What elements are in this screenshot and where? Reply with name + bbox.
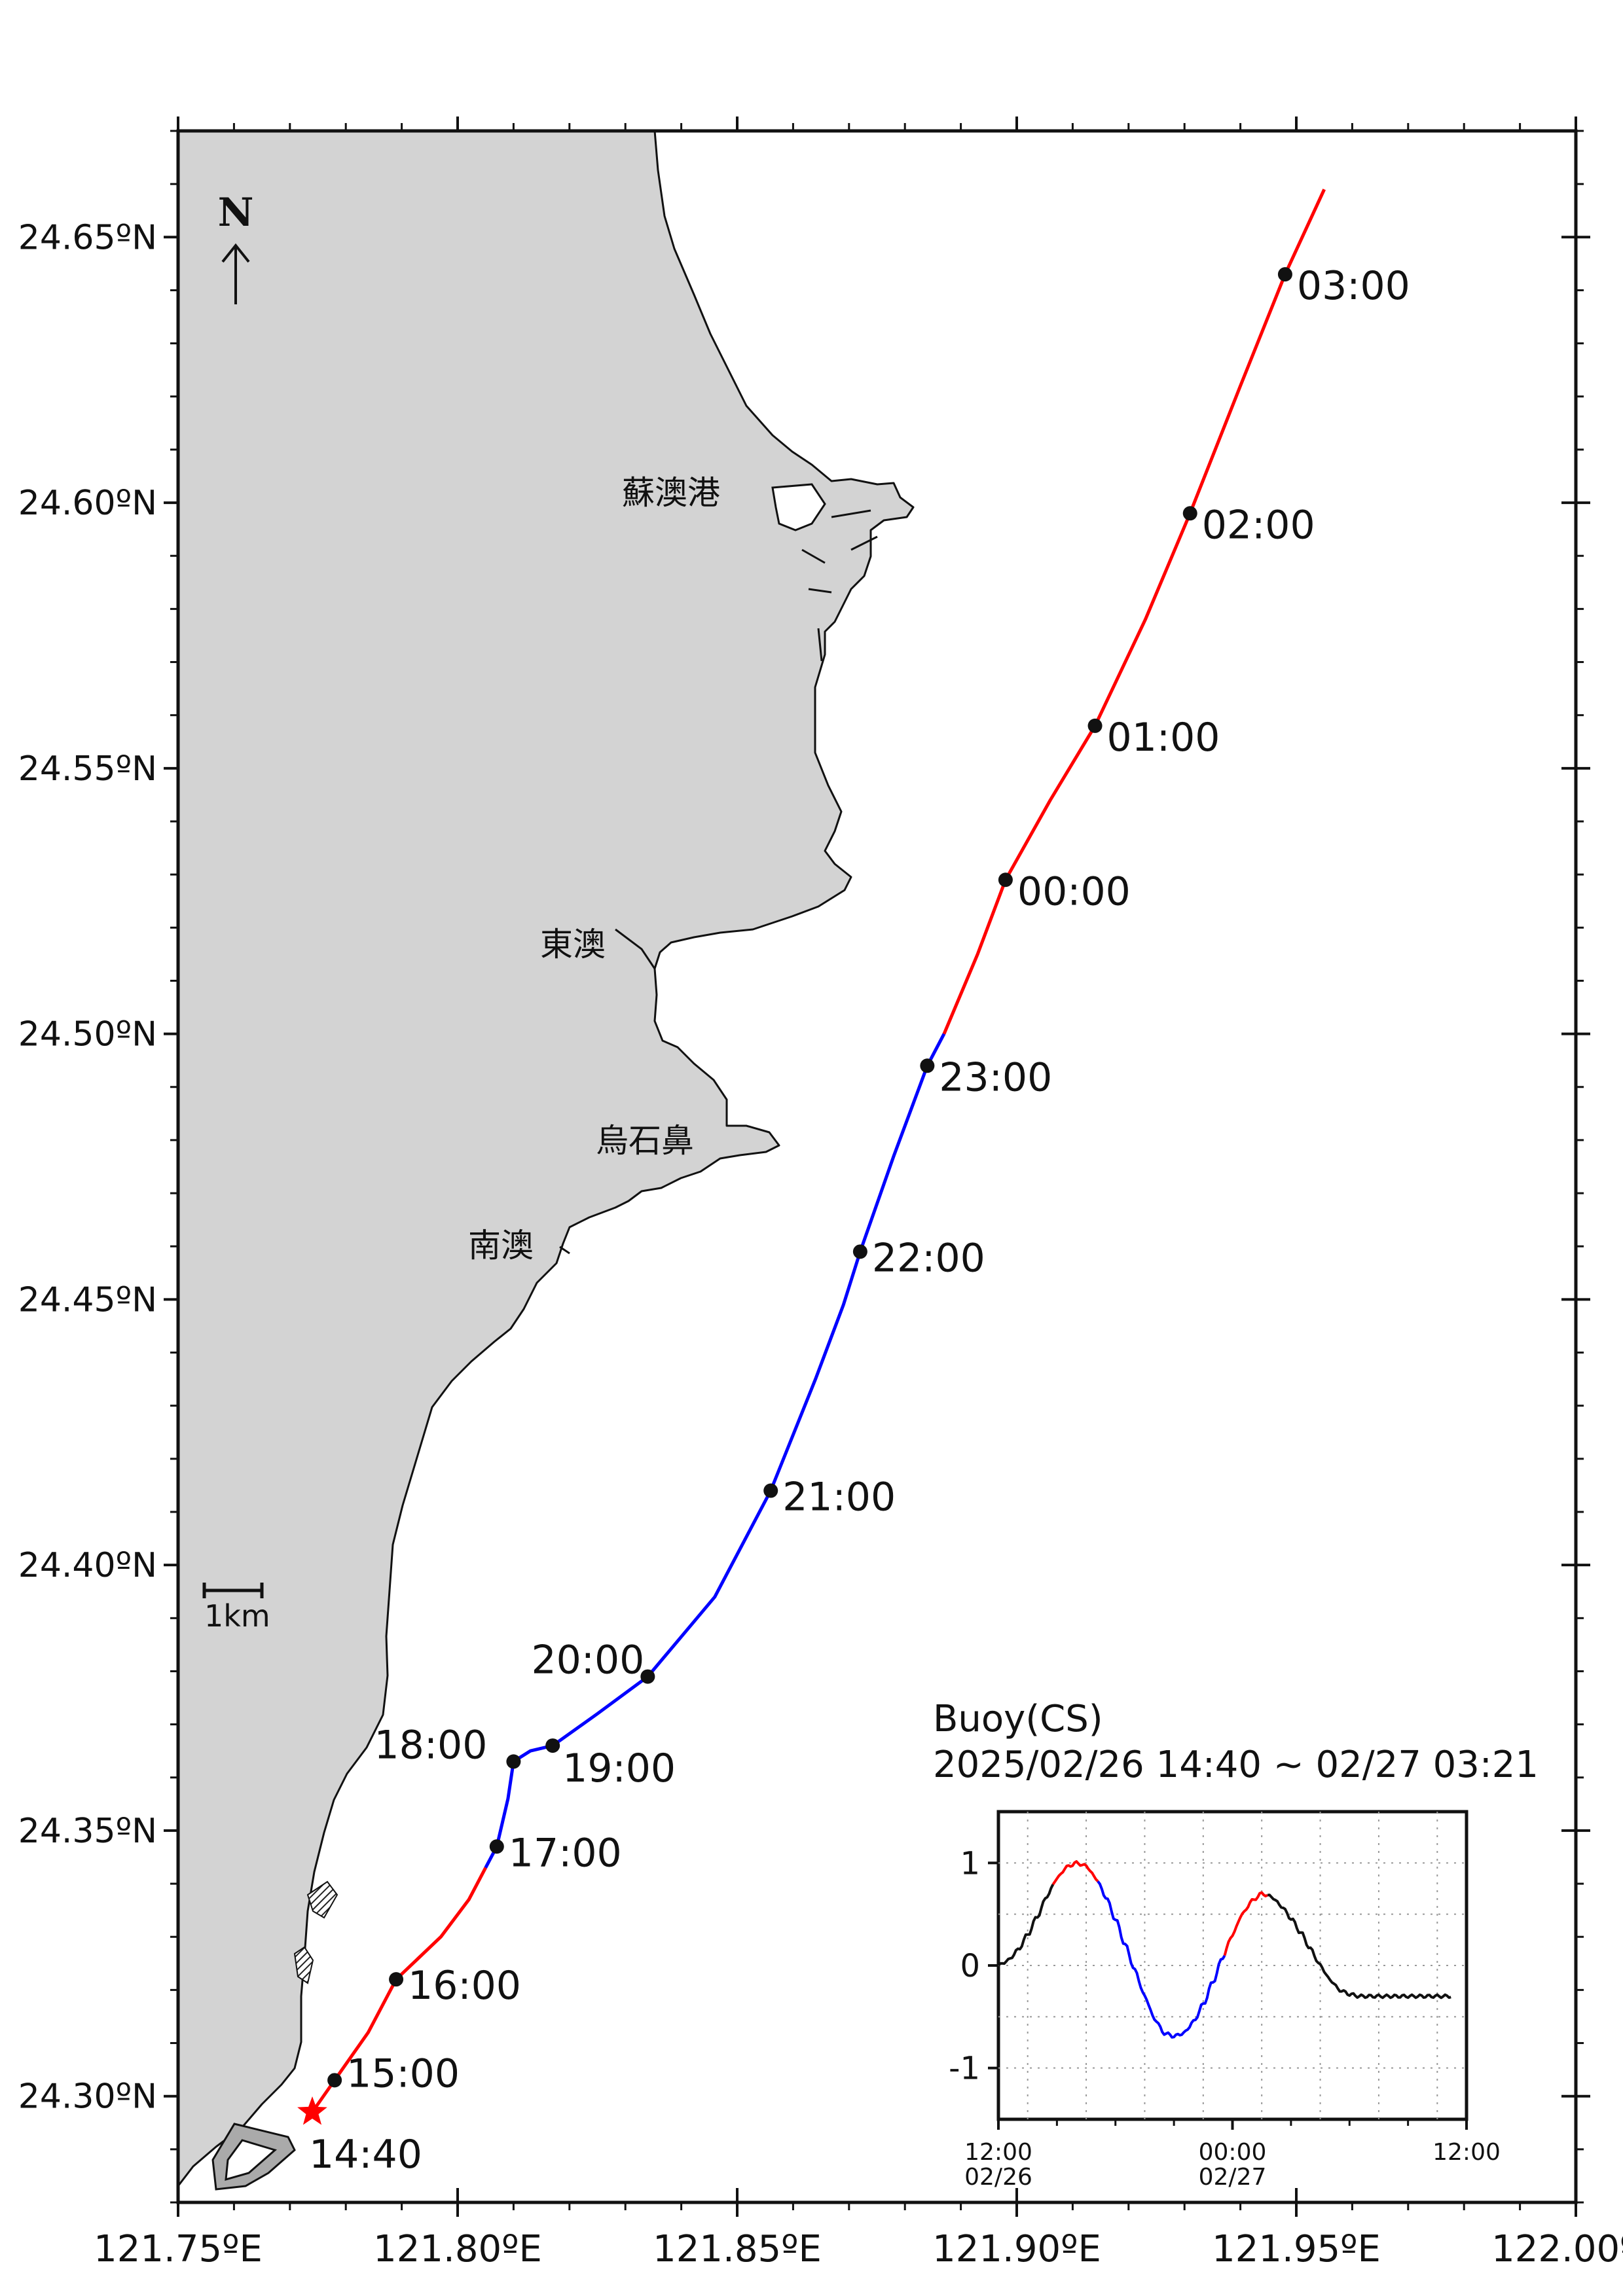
map-axes: 121.75ºE 121.80ºE 121.85ºE 121.90ºE 121.95ºE… [18, 117, 1623, 2270]
hour-marker [506, 1754, 521, 1769]
hour-marker-label: 16:00 [408, 1963, 521, 2009]
hour-marker [998, 872, 1013, 888]
port-structure-south-inner [225, 2139, 278, 2181]
inset-x-tick-date: 02/26 [964, 2164, 1032, 2191]
scale-bar-label: 1km [204, 1598, 270, 1634]
y-tick-label: 24.50ºN [18, 1015, 157, 1054]
inset-series-segment [997, 1884, 1055, 1967]
x-tick-label: 121.85ºE [653, 2228, 822, 2270]
start-star-icon [297, 2096, 327, 2125]
hour-marker [852, 1244, 867, 1259]
river-mouth-nanao [559, 1246, 570, 1255]
hour-marker [763, 1483, 778, 1498]
hour-marker-label: 15:00 [346, 2051, 460, 2096]
inset-x-tick-time: 12:00 [1432, 2139, 1501, 2166]
inset-y-tick-label: 1 [960, 1845, 980, 1882]
x-tick-label: 121.80ºE [373, 2228, 542, 2270]
place-label-wushibi: 烏石鼻 [596, 1122, 694, 1160]
harbour-breakwater [771, 483, 826, 531]
start-time-label: 14:40 [309, 2132, 422, 2178]
x-tick-label: 122.00ºE [1491, 2228, 1623, 2270]
hour-marker-label: 00:00 [1017, 869, 1131, 914]
trajectory-segment-red [942, 188, 1326, 1035]
place-label-dongao: 東澳 [540, 925, 606, 963]
place-label-suao-harbor: 蘇澳港 [622, 474, 720, 512]
inset-water-level-series [997, 1860, 1451, 2039]
y-tick-label: 24.65ºN [18, 218, 157, 257]
place-label-nanao: 南澳 [468, 1227, 534, 1265]
hour-marker [489, 1839, 504, 1854]
inset-title: Buoy(CS) [933, 1698, 1103, 1740]
north-arrow: N [218, 190, 254, 304]
hour-marker-label: 01:00 [1107, 715, 1220, 761]
hour-marker-label: 03:00 [1297, 263, 1410, 309]
hour-marker [545, 1738, 560, 1753]
inset-x-tick-time: 12:00 [964, 2139, 1032, 2166]
x-tick-label: 121.95ºE [1212, 2228, 1381, 2270]
hour-marker [1277, 267, 1292, 282]
river-mouth-dongao [615, 928, 656, 969]
hour-marker-label: 23:00 [939, 1054, 1052, 1100]
hour-marker [920, 1058, 935, 1073]
y-tick-label: 24.40ºN [18, 1546, 157, 1585]
scale-bar: 1km [202, 1583, 270, 1634]
buoy-inset-chart: Buoy(CS) 2025/02/26 14:40 ~ 02/27 03:21 … [933, 1698, 1539, 2191]
hour-marker-label: 19:00 [562, 1746, 676, 1791]
inset-series-segment [1097, 1880, 1226, 2039]
hour-marker [1087, 718, 1103, 733]
harbour-pier [801, 509, 878, 662]
inset-y-tick-label: -1 [949, 2051, 980, 2087]
y-tick-label: 24.55ºN [18, 749, 157, 789]
reef-area-1 [306, 1880, 338, 1919]
inset-x-tick-time: 00:00 [1199, 2139, 1267, 2166]
land-area [178, 131, 915, 2191]
coastline [178, 131, 915, 2187]
hour-marker-label: 22:00 [872, 1235, 985, 1281]
y-tick-label: 24.35ºN [18, 1812, 157, 1851]
hour-marker-label: 20:00 [531, 1638, 644, 1683]
hour-marker [389, 1972, 404, 1987]
y-tick-label: 24.60ºN [18, 484, 157, 523]
inset-y-tick-label: 0 [960, 1948, 980, 1984]
reef-area-2 [293, 1946, 314, 1984]
inset-series-segment [1223, 1891, 1268, 1956]
inset-subtitle: 2025/02/26 14:40 ~ 02/27 03:21 [933, 1744, 1539, 1786]
inset-series-segment [1267, 1893, 1451, 2000]
inset-frame [996, 1810, 1468, 2121]
hour-marker-label: 21:00 [782, 1475, 896, 1520]
y-tick-label: 24.30ºN [18, 2077, 157, 2117]
map-frame [176, 129, 1578, 2204]
north-arrow-label: N [218, 190, 254, 236]
inset-series-segment [1051, 1860, 1099, 1886]
hour-marker-label: 02:00 [1202, 502, 1315, 548]
hour-marker [640, 1669, 655, 1684]
trajectory-segment-blue [484, 1033, 946, 1869]
x-tick-label: 121.75ºE [94, 2228, 263, 2270]
drift-trajectory: 15:00 16:00 17:00 18:00 19:00 20:00 21:00 22:00… [297, 188, 1410, 2178]
hour-marker-label: 18:00 [374, 1722, 487, 1768]
hour-marker [1182, 506, 1197, 521]
hour-marker-label: 17:00 [509, 1830, 622, 1876]
inset-x-tick-date: 02/27 [1199, 2164, 1267, 2191]
x-tick-label: 121.90ºE [932, 2228, 1101, 2270]
hour-marker [327, 2073, 342, 2088]
y-tick-label: 24.45ºN [18, 1280, 157, 1319]
